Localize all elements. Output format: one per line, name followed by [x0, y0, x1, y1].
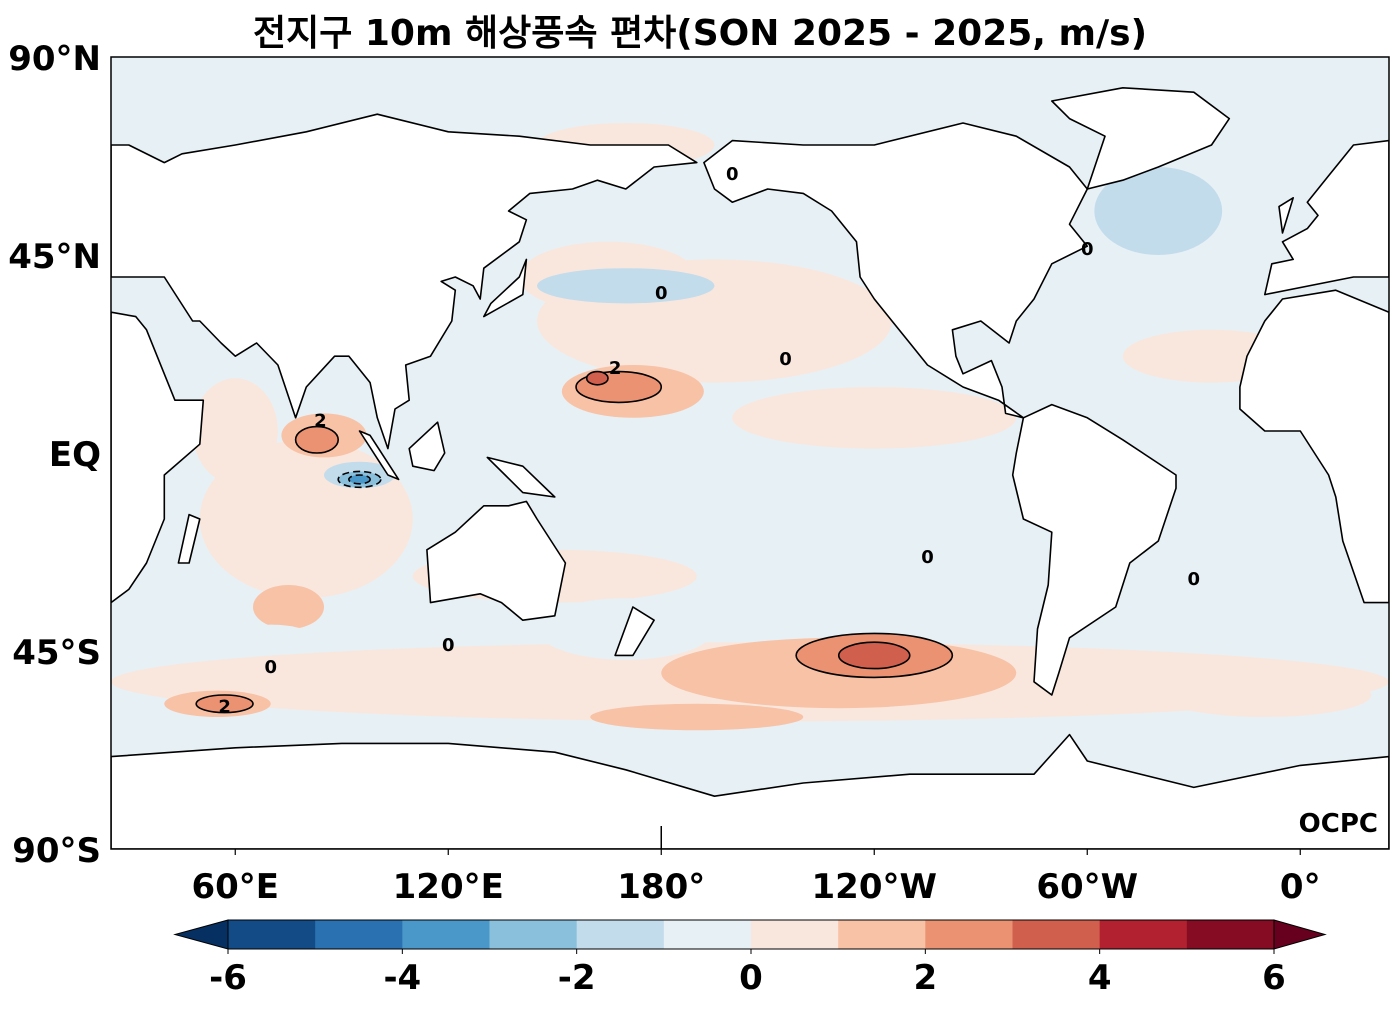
contour-label: 0 [779, 349, 792, 370]
land-antarctica [111, 733, 1389, 849]
land-eurasia [111, 113, 698, 450]
colorbar-bin [489, 920, 578, 949]
anomaly-region [253, 585, 324, 629]
colorbar-tick-label: 6 [1262, 958, 1286, 998]
land-new-guinea [486, 456, 556, 498]
contour-line [837, 641, 911, 670]
colorbar-tick-label: 4 [1088, 958, 1112, 998]
lon-tick-label: 120°W [812, 867, 937, 907]
colorbar-tick-label: -6 [209, 958, 247, 998]
lat-tick-label: 45°N [8, 237, 101, 277]
colorbar-bin [1012, 920, 1101, 949]
colorbar-bin [402, 920, 490, 949]
lat-tick-label: 90°N [8, 39, 101, 79]
colorbar-bin [576, 920, 665, 949]
land-greenland [1051, 87, 1231, 190]
contour-line [337, 470, 382, 489]
land-sumatra [358, 430, 400, 481]
contour-label: 0 [655, 283, 668, 304]
colorbar-tick-label: 0 [739, 958, 763, 998]
contour-line [348, 474, 371, 485]
contour-line [195, 694, 254, 714]
contour-line [575, 370, 663, 404]
contour-label: 0 [1081, 239, 1094, 260]
anomaly-region [537, 268, 715, 304]
land-borneo [408, 421, 446, 472]
colorbar-tick-label: -4 [383, 958, 421, 998]
anomaly-region [1158, 673, 1372, 717]
contour-label: 0 [1187, 569, 1200, 590]
map-area: 0 0 0 0 0 0 0 0 2 2 2 [111, 57, 1389, 849]
lat-tick-label: 90°S [12, 831, 101, 871]
land-uk [1278, 197, 1294, 234]
contour-line [795, 632, 954, 679]
colorbar-extend-min [173, 919, 229, 950]
colorbar-bin [663, 920, 752, 949]
colorbar: -6 -4 -2 0 2 4 6 [173, 919, 1327, 998]
anomaly-region [572, 83, 786, 119]
colorbar-bin [925, 920, 1013, 949]
anomaly-region [348, 475, 371, 484]
chart-title: 전지구 10m 해상풍속 편차(SON 2025 - 2025, m/s) [252, 13, 1148, 54]
axes: 90°N 45°N EQ 45°S 90°S 60°E 120°E 180° 120°W 60°W… [8, 39, 1320, 907]
land-south-america [1011, 403, 1177, 696]
contour-label: 2 [218, 697, 231, 718]
lat-tick-label: EQ [49, 435, 101, 475]
land-madagascar [177, 513, 201, 564]
lat-tick-label: 45°S [12, 633, 101, 673]
contour-label: 0 [726, 164, 739, 185]
colorbar-bin [838, 920, 926, 949]
lon-tick-label: 120°E [393, 867, 504, 907]
contour-label: 2 [609, 358, 622, 379]
anomaly-region [228, 624, 314, 651]
lon-tick-label: 180° [617, 867, 705, 907]
ocpc-logo: OCPC [1299, 809, 1378, 839]
colorbar-tick-label: 2 [913, 958, 937, 998]
land-africa-west [1239, 289, 1389, 604]
anomaly-region [732, 387, 1017, 449]
colorbar-extend-max [1273, 919, 1327, 950]
contour-line [294, 425, 340, 454]
contour-label: 0 [264, 657, 277, 678]
map-frame [110, 56, 1390, 850]
colorbar-bin [315, 920, 403, 949]
anomaly-region [1094, 167, 1223, 255]
colorbar-bin [228, 920, 316, 949]
colorbar-bin [1099, 920, 1188, 949]
land-australia [426, 500, 567, 622]
anomaly-region [192, 378, 278, 484]
anomaly-region [586, 371, 608, 385]
land-africa-east [111, 311, 205, 604]
land-north-america [703, 122, 1089, 419]
land-europe [1264, 139, 1389, 296]
land-new-zealand [614, 606, 655, 657]
lon-tick-label: 0° [1280, 867, 1321, 907]
contour-line [585, 370, 609, 386]
anomaly-region [590, 703, 804, 731]
colorbar-tick-label: -2 [558, 958, 596, 998]
lon-tick-label: 60°W [1036, 867, 1138, 907]
contour-label: 0 [921, 547, 934, 568]
anomaly-region [196, 695, 254, 713]
contour-label: 0 [442, 635, 455, 656]
contour-label: 2 [314, 411, 327, 432]
land-japan [482, 258, 528, 318]
anomaly-region [838, 642, 910, 669]
anomaly-region [295, 426, 339, 453]
lon-tick-label: 60°E [191, 867, 279, 907]
colorbar-bin [751, 920, 839, 949]
colorbar-bin [1186, 920, 1275, 949]
